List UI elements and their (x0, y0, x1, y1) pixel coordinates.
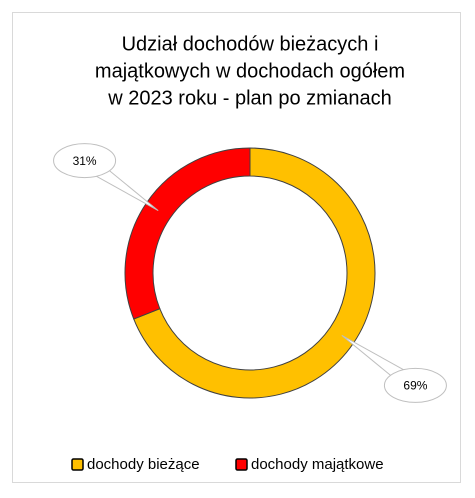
doughnut-segment (133, 147, 376, 399)
legend-label: dochody bieżące (87, 456, 200, 473)
callout-bubble (383, 367, 447, 403)
chart-title: w 2023 roku - plan po zmianach (107, 87, 392, 109)
legend-swatch (71, 458, 84, 471)
legend-swatch (235, 458, 248, 471)
doughnut-segment (124, 147, 251, 320)
chart-title: Udział dochodów bieżacych i (122, 33, 379, 55)
data-label: 31% (73, 154, 97, 168)
legend-label: dochody majątkowe (251, 456, 384, 473)
chart-border (12, 12, 461, 483)
chart-title: majątkowych w dochodach ogółem (95, 60, 405, 82)
data-label: 69% (403, 379, 427, 393)
callout-bubble (53, 143, 117, 179)
